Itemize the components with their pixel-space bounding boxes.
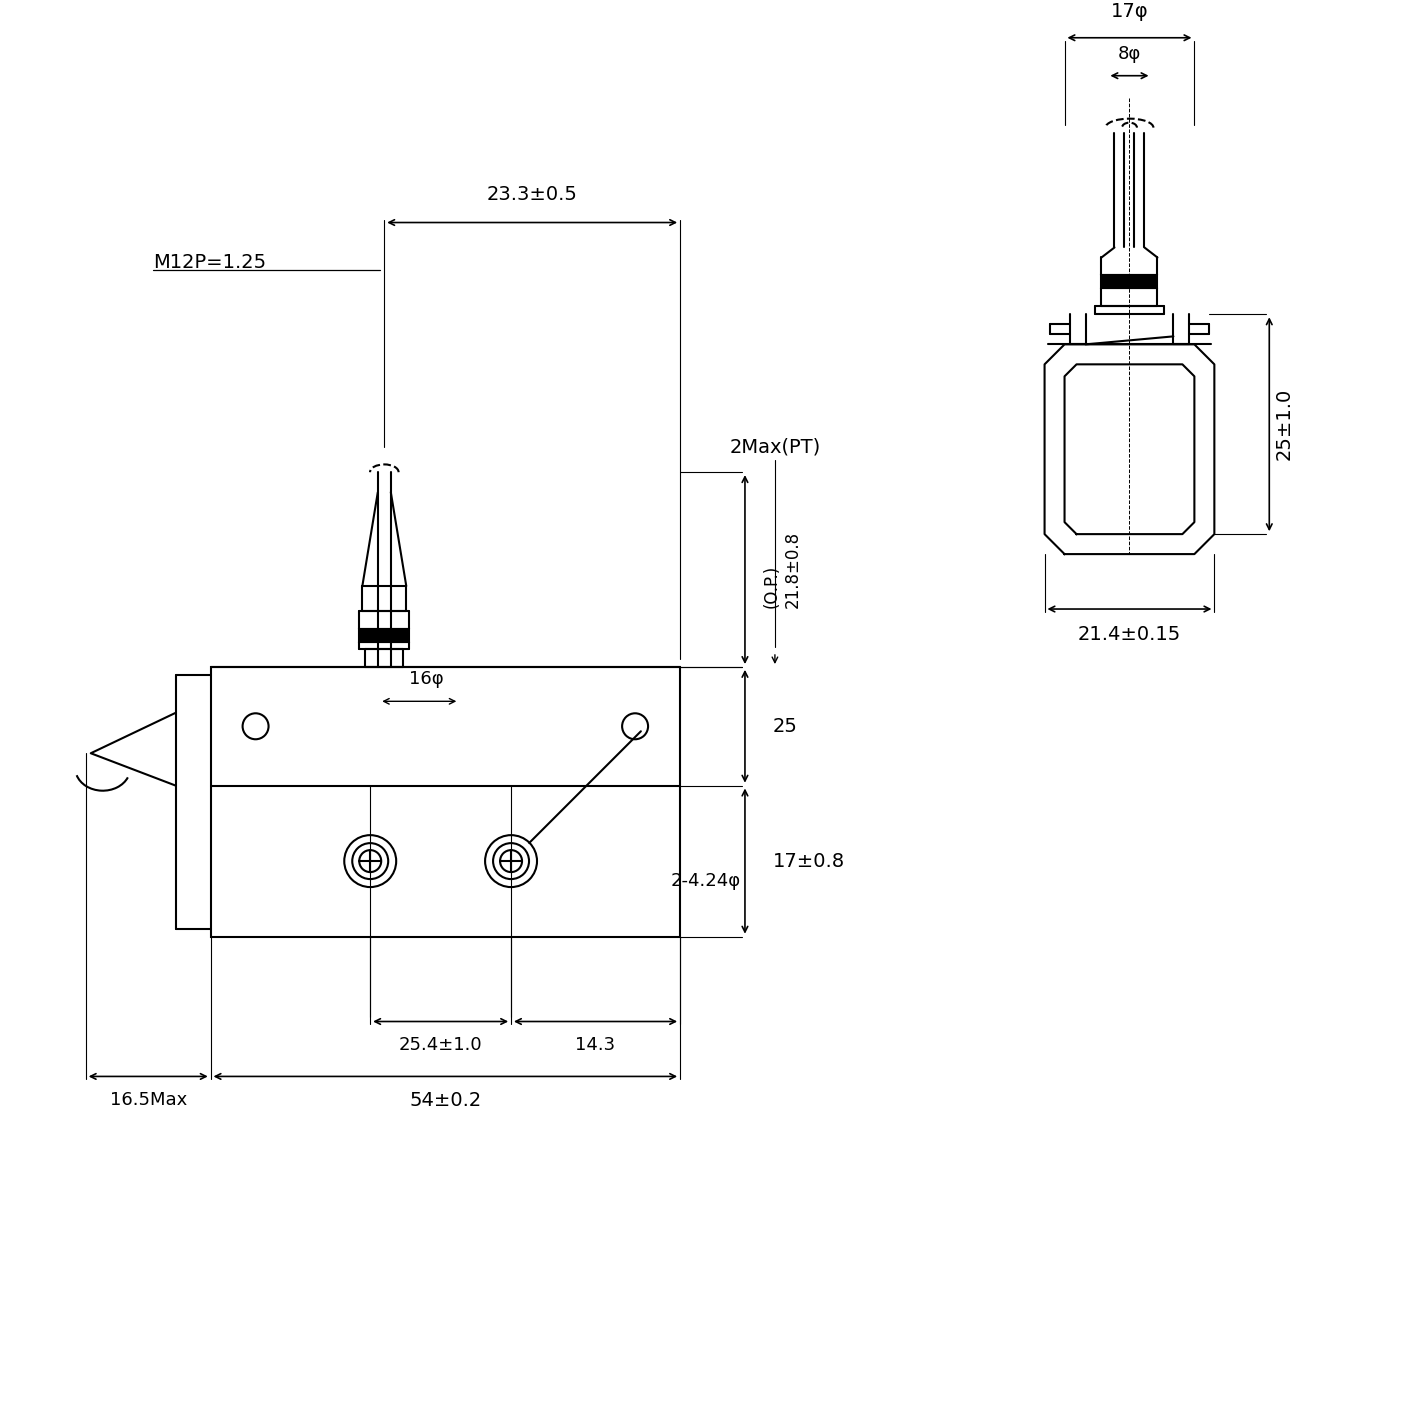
- Text: (O.P.)
21.8±0.8: (O.P.) 21.8±0.8: [763, 531, 801, 607]
- Text: 2Max(PT): 2Max(PT): [729, 438, 820, 457]
- Text: 16.5Max: 16.5Max: [109, 1092, 187, 1109]
- Text: 17φ: 17φ: [1110, 3, 1148, 21]
- Text: M12P=1.25: M12P=1.25: [153, 253, 266, 272]
- Text: 17±0.8: 17±0.8: [773, 851, 845, 871]
- Text: 25: 25: [773, 716, 797, 736]
- Text: 8φ: 8φ: [1117, 45, 1141, 62]
- Text: 16φ: 16φ: [409, 670, 443, 688]
- Text: 14.3: 14.3: [575, 1037, 616, 1055]
- Bar: [1102, 276, 1157, 289]
- Text: 25.4±1.0: 25.4±1.0: [399, 1037, 483, 1055]
- Text: 25±1.0: 25±1.0: [1274, 388, 1293, 460]
- Bar: [360, 629, 409, 641]
- Text: 23.3±0.5: 23.3±0.5: [487, 185, 578, 204]
- Bar: [211, 667, 680, 936]
- Text: 2-4.24φ: 2-4.24φ: [671, 872, 741, 891]
- Text: 21.4±0.15: 21.4±0.15: [1078, 626, 1181, 644]
- Text: 54±0.2: 54±0.2: [409, 1090, 481, 1110]
